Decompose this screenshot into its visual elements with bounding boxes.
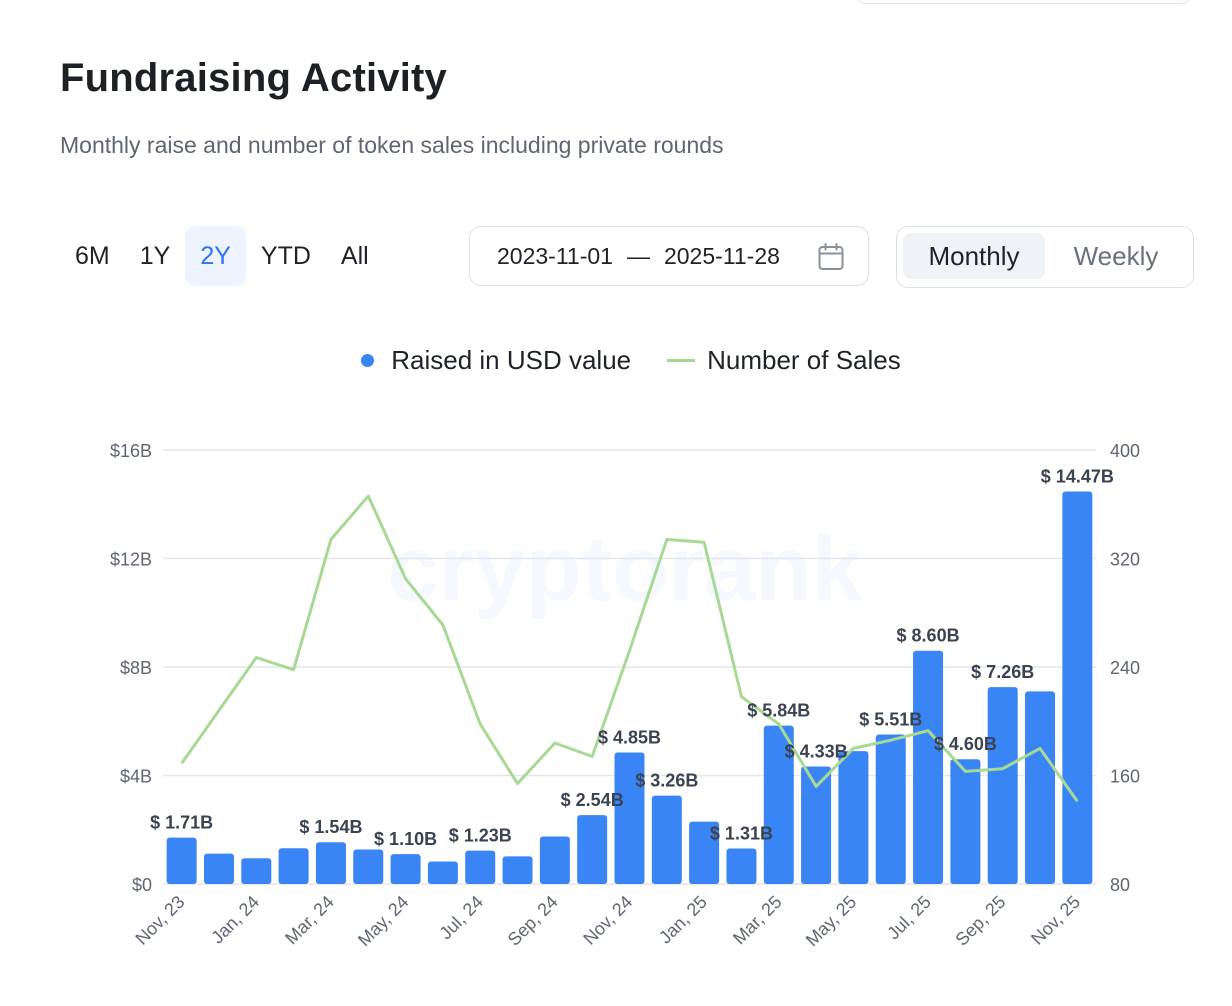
legend-item-sales[interactable]: Number of Sales [667, 345, 901, 376]
watermark-text: cryptorank [387, 518, 863, 620]
range-tab-1y[interactable]: 1Y [139, 242, 171, 270]
bar [427, 861, 458, 884]
bar [241, 858, 272, 884]
x-tick-label: Jul, 25 [883, 892, 935, 944]
bar-data-label: $ 5.84B [747, 701, 810, 721]
date-separator: — [626, 242, 650, 269]
y-right-tick-label: 320 [1110, 550, 1140, 570]
y-right-tick-label: 400 [1110, 441, 1140, 461]
x-tick-label: Nov, 24 [579, 892, 636, 949]
bar-data-label: $ 1.54B [299, 817, 362, 837]
x-tick-label: Nov, 25 [1027, 892, 1084, 949]
range-tabs: 6M 1Y 2Y YTD All [60, 226, 384, 286]
bar [353, 849, 384, 884]
legend-label-sales: Number of Sales [707, 345, 901, 375]
x-tick-label: Sep, 24 [504, 892, 562, 950]
legend-label-raised: Raised in USD value [391, 345, 632, 375]
y-right-tick-label: 80 [1110, 875, 1130, 895]
x-tick-label: May, 25 [802, 892, 860, 950]
bar [539, 836, 570, 884]
y-right-tick-label: 160 [1110, 767, 1140, 787]
bar [875, 734, 906, 884]
bar-data-label: $ 3.26B [635, 771, 698, 791]
bar [913, 650, 944, 884]
bar-data-label: $ 1.31B [710, 823, 773, 843]
bar [987, 687, 1018, 884]
y-left-tick-label: $0 [132, 875, 152, 895]
x-tick-label: Mar, 25 [729, 892, 786, 949]
period-weekly-button[interactable]: Weekly [1073, 241, 1159, 271]
calendar-icon[interactable] [818, 243, 844, 271]
bar [763, 725, 794, 884]
legend-item-raised[interactable]: Raised in USD value [331, 345, 631, 376]
bar-data-label: $ 4.33B [785, 742, 848, 762]
legend-dot-icon [361, 354, 375, 367]
bar [390, 854, 421, 884]
period-toggle: Monthly Weekly [896, 226, 1194, 288]
x-tick-label: Sep, 25 [952, 892, 1010, 950]
x-tick-label: Nov, 23 [131, 892, 188, 949]
date-range-picker[interactable]: 2023-11-01 — 2025-11-28 [469, 226, 869, 286]
bar [278, 848, 309, 884]
bar-data-label: $ 1.71B [150, 813, 213, 833]
range-tab-ytd[interactable]: YTD [260, 242, 311, 270]
bar-data-label: $ 4.85B [598, 727, 661, 747]
bar [166, 837, 197, 884]
bar [689, 821, 720, 884]
chart-legend: Raised in USD value Number of Sales [0, 345, 1232, 376]
x-tick-label: May, 24 [354, 892, 412, 950]
bar-data-label: $ 5.51B [859, 710, 922, 730]
y-left-tick-label: $4B [120, 767, 152, 787]
page-subtitle: Monthly raise and number of token sales … [60, 132, 724, 158]
bar-data-label: $ 1.10B [374, 829, 437, 849]
x-tick-label: Jan, 25 [655, 892, 711, 948]
x-tick-label: Jan, 24 [207, 892, 263, 948]
range-tab-6m[interactable]: 6M [75, 242, 110, 270]
bar [1025, 691, 1056, 884]
bar-data-label: $ 14.47B [1041, 467, 1114, 487]
date-end: 2025-11-28 [663, 242, 780, 269]
y-left-tick-label: $16B [110, 441, 152, 461]
legend-line-icon [667, 359, 696, 362]
bar [577, 815, 608, 884]
bar [203, 853, 234, 884]
period-monthly-button[interactable]: Monthly [903, 233, 1045, 279]
bar [502, 856, 533, 884]
bar [726, 848, 757, 884]
bar-data-label: $ 2.54B [561, 790, 624, 810]
bar-data-label: $ 4.60B [934, 734, 997, 754]
bar [801, 766, 832, 884]
range-tab-2y[interactable]: 2Y [185, 226, 246, 286]
bar-data-label: $ 7.26B [971, 662, 1034, 682]
bar [465, 850, 496, 884]
bar [315, 842, 346, 884]
y-left-tick-label: $12B [110, 550, 152, 570]
x-tick-label: Jul, 24 [435, 892, 487, 944]
x-tick-label: Mar, 24 [281, 892, 338, 949]
y-left-tick-label: $8B [120, 658, 152, 678]
y-right-tick-label: 240 [1110, 658, 1140, 678]
page-title: Fundraising Activity [60, 56, 448, 100]
range-tab-all[interactable]: All [340, 242, 369, 270]
date-start: 2023-11-01 [497, 242, 613, 269]
bar [1062, 491, 1093, 884]
bar-data-label: $ 1.23B [449, 826, 512, 846]
bar [651, 795, 682, 884]
bar [950, 759, 981, 884]
bar [614, 752, 645, 884]
bar [838, 751, 869, 884]
bar-data-label: $ 8.60B [897, 626, 960, 646]
